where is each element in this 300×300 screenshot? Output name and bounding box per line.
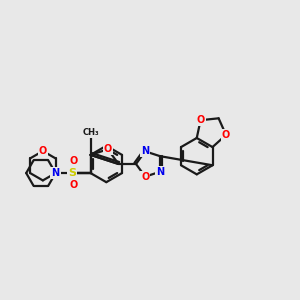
- Text: N: N: [141, 146, 149, 156]
- Text: N: N: [156, 167, 164, 177]
- Text: O: O: [196, 115, 205, 125]
- Text: O: O: [70, 180, 78, 190]
- Text: O: O: [70, 156, 78, 166]
- Text: O: O: [39, 146, 47, 156]
- Text: CH₃: CH₃: [82, 128, 99, 137]
- Text: O: O: [104, 144, 112, 154]
- Text: N: N: [52, 168, 60, 178]
- Text: O: O: [222, 130, 230, 140]
- Text: O: O: [141, 172, 149, 182]
- Text: S: S: [68, 168, 76, 178]
